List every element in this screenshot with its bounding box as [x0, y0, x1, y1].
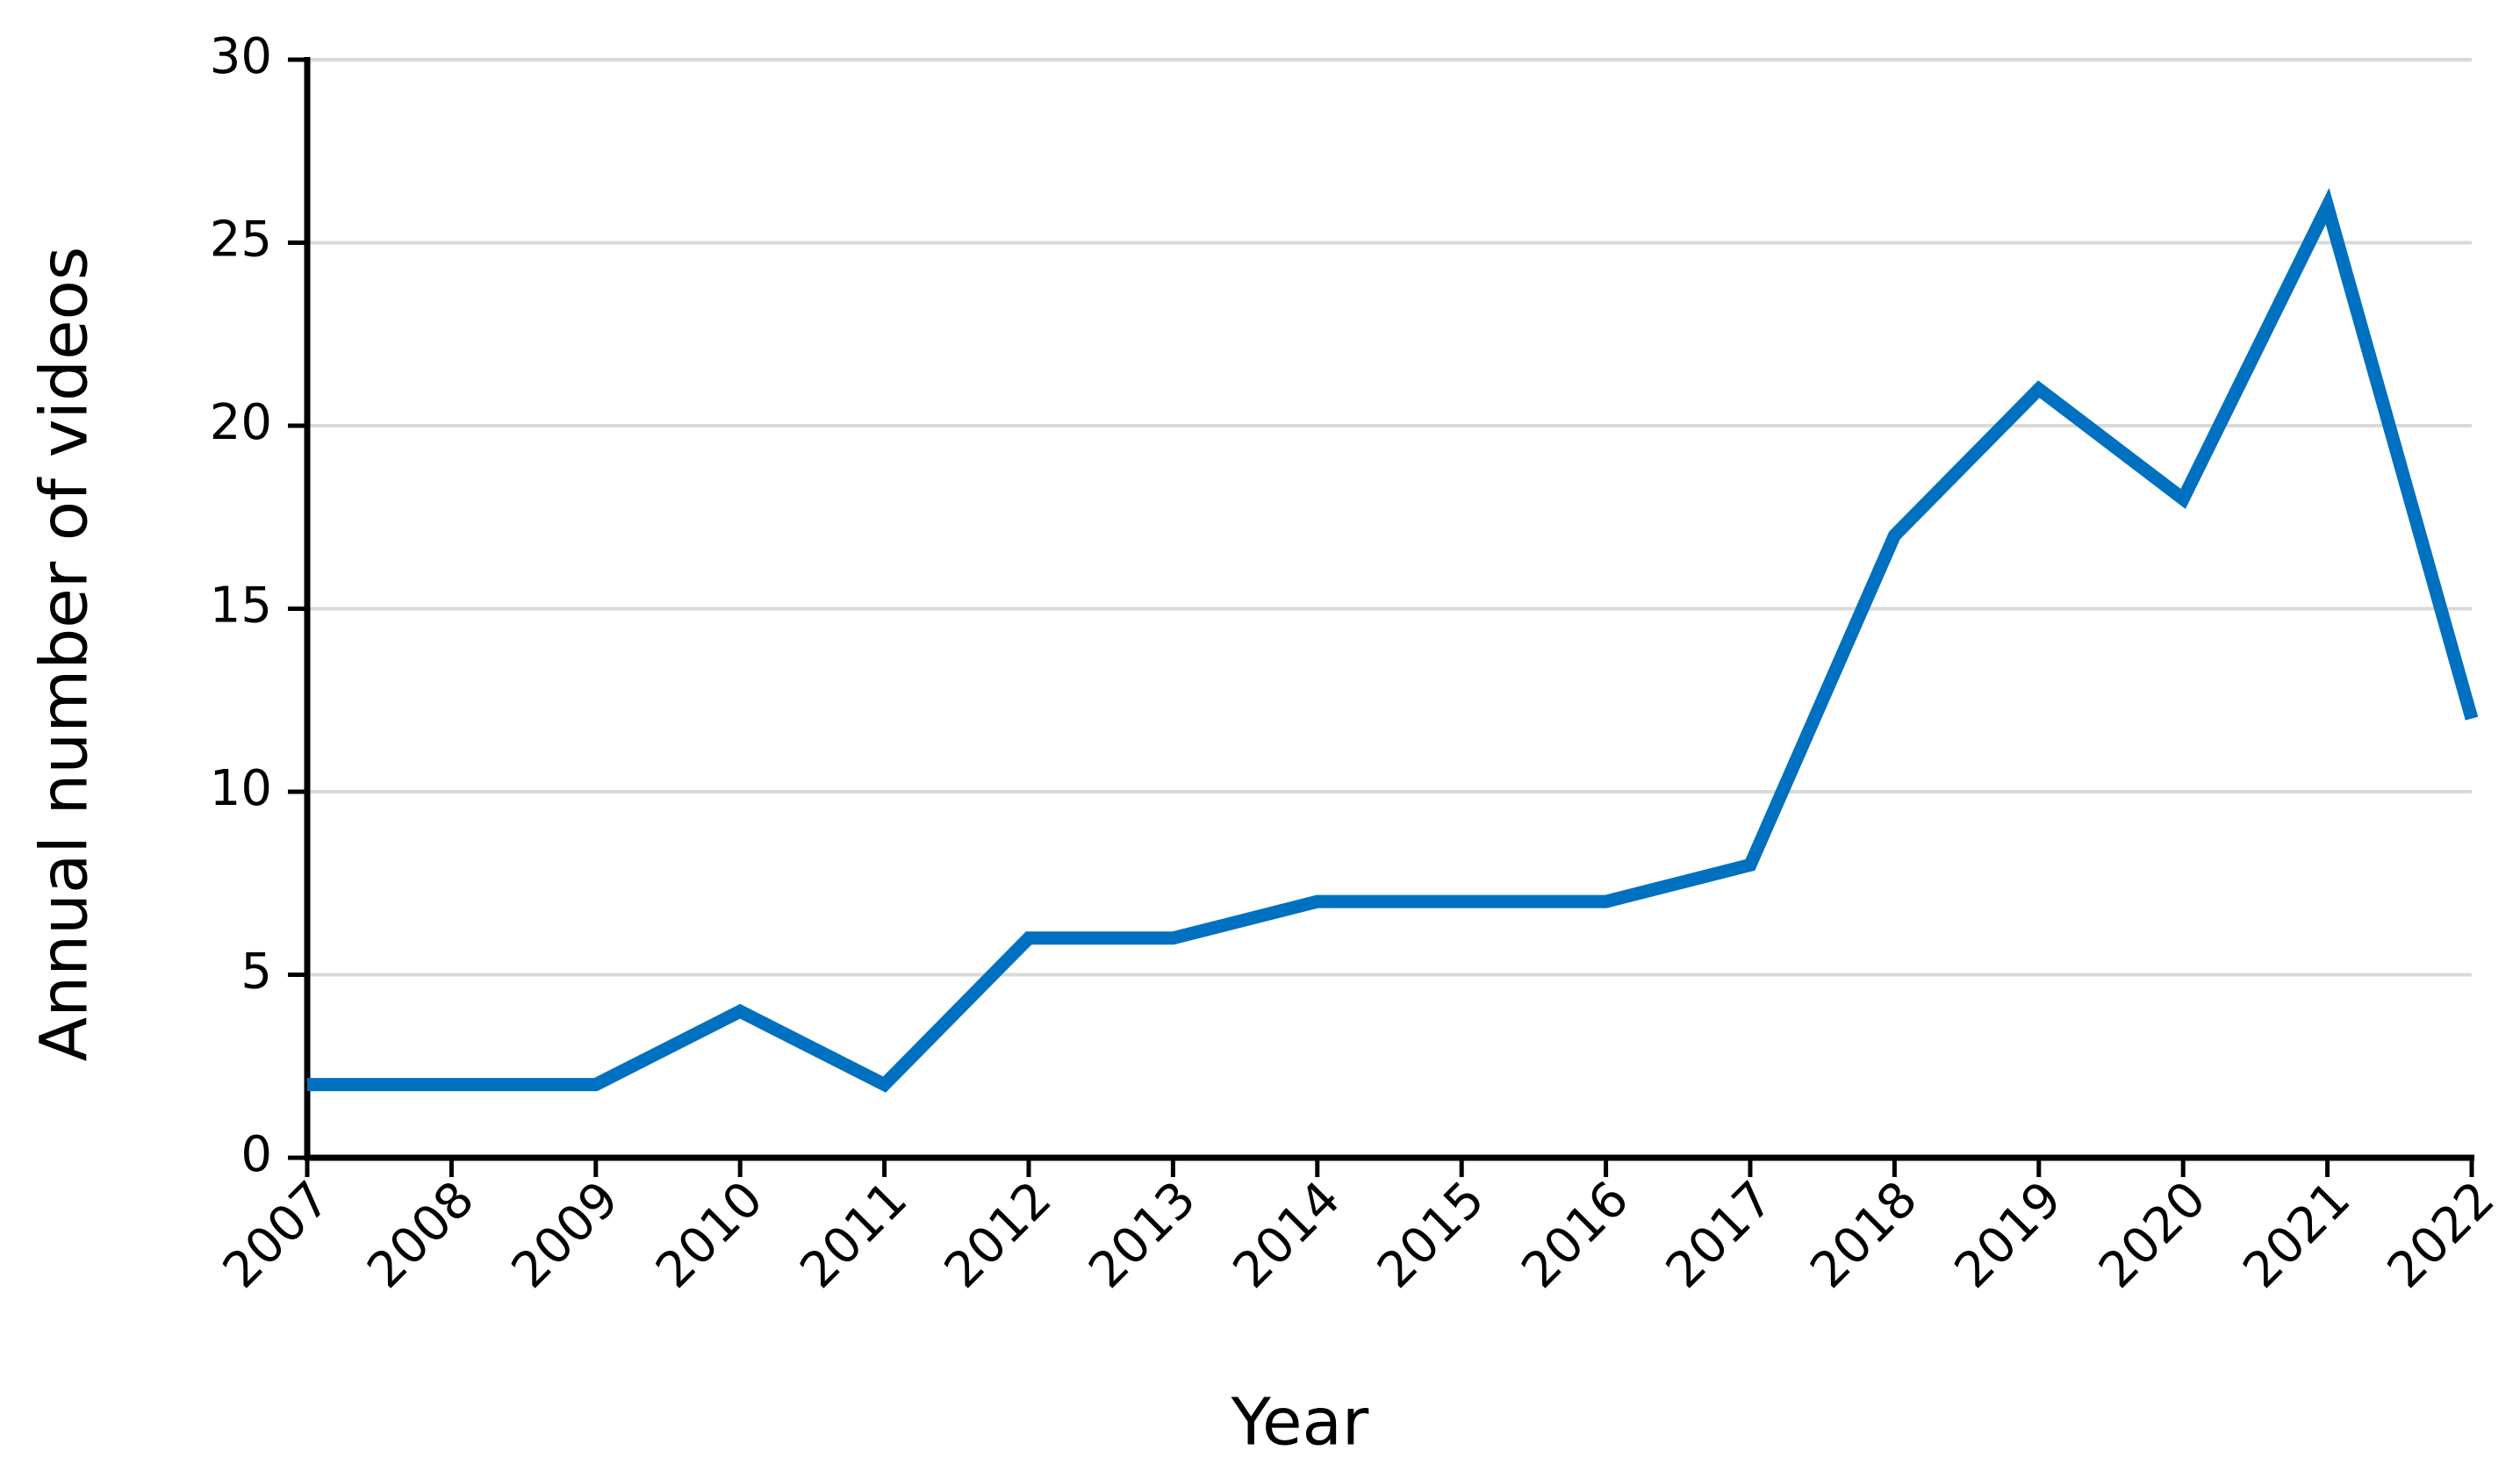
x-tick-label: 2016 — [1511, 1171, 1640, 1300]
x-tick-label: 2021 — [2232, 1171, 2361, 1300]
x-axis-title: Year — [1231, 1385, 1369, 1461]
y-tick-label: 5 — [241, 944, 272, 1001]
y-tick-label: 0 — [241, 1126, 272, 1183]
y-tick-label: 30 — [210, 28, 272, 85]
x-tick-label: 2009 — [501, 1171, 630, 1300]
data-line — [307, 187, 2479, 1093]
y-tick-label: 10 — [210, 760, 272, 817]
x-tick-label: 2018 — [1799, 1171, 1928, 1300]
y-axis-title: Annual number of videos — [27, 247, 103, 1062]
x-tick-label: 2013 — [1078, 1171, 1207, 1300]
x-tick-label: 2019 — [1944, 1171, 2073, 1300]
x-tick-label: 2012 — [934, 1171, 1063, 1300]
y-tick-label: 15 — [210, 578, 272, 635]
x-tick-label: 2008 — [356, 1171, 485, 1300]
x-tick-label: 2010 — [645, 1171, 774, 1300]
x-tick-label: 2015 — [1367, 1171, 1496, 1300]
x-tick-label: 2022 — [2377, 1171, 2506, 1300]
x-tick-label: 2007 — [212, 1171, 341, 1300]
y-tick-label: 25 — [210, 212, 272, 269]
y-tick-label: 20 — [210, 394, 272, 451]
x-tick-label: 2014 — [1223, 1171, 1352, 1300]
x-tick-label: 2020 — [2088, 1171, 2217, 1300]
x-tick-label: 2017 — [1655, 1171, 1784, 1300]
x-tick-label: 2011 — [789, 1171, 918, 1300]
